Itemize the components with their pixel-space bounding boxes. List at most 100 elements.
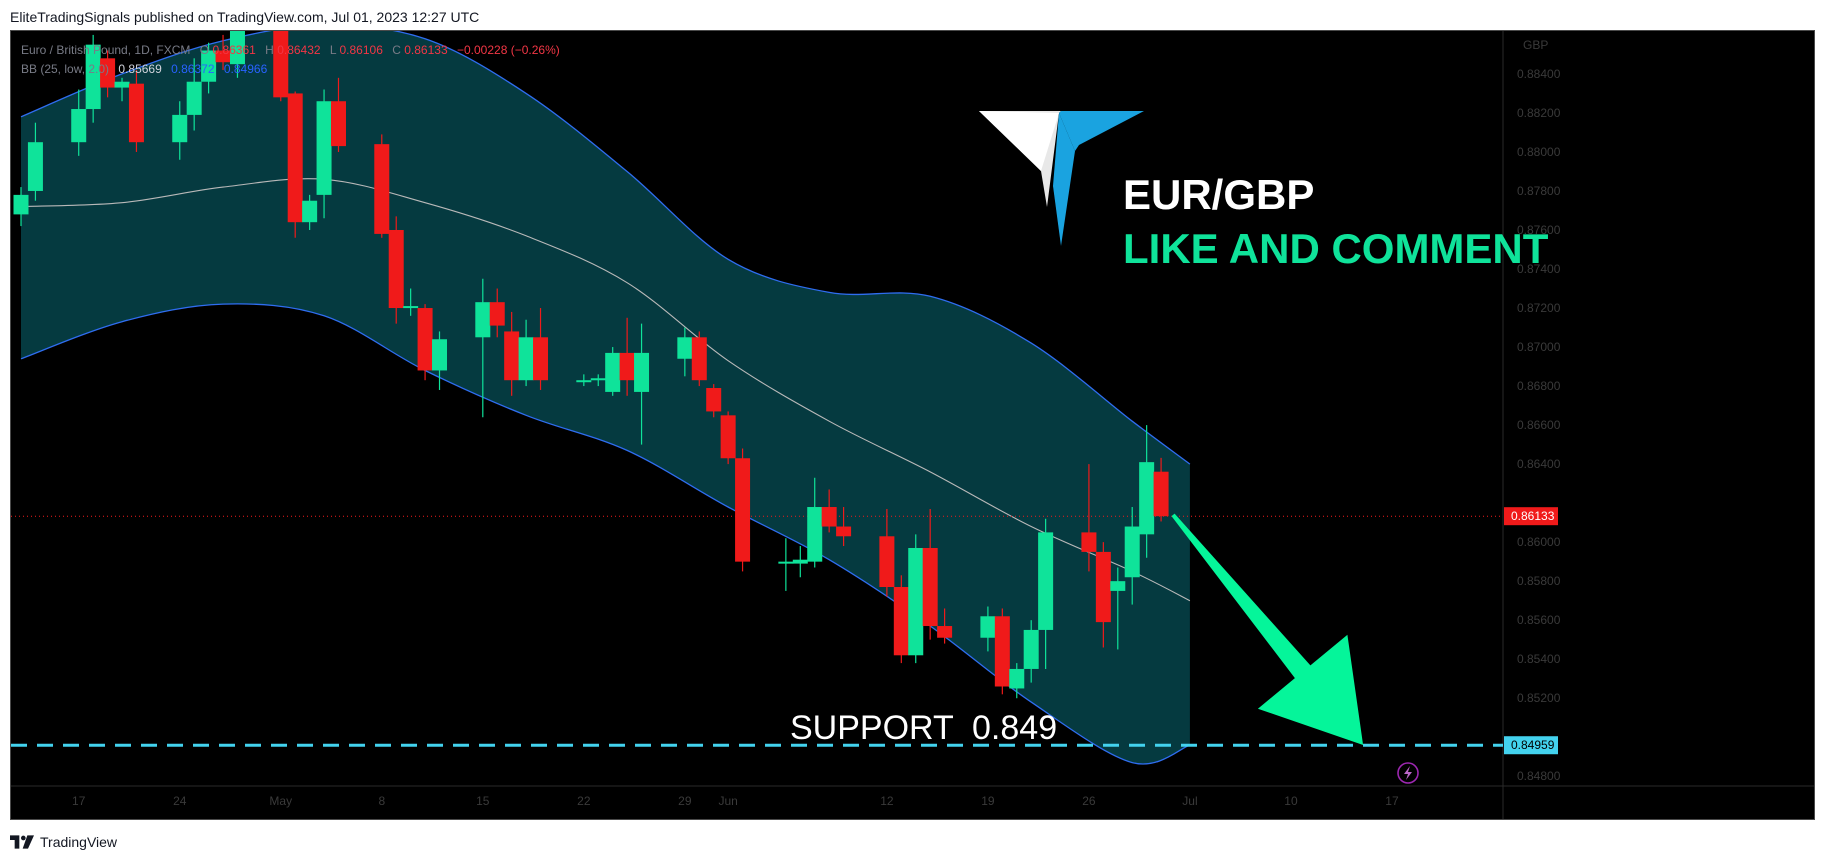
candle[interactable] bbox=[735, 448, 751, 572]
candle-body bbox=[1081, 532, 1097, 552]
candle-body bbox=[100, 58, 116, 88]
candlestick-chart[interactable]: GBP 0.84800 0.85200 0.85400 0.85600 0.85800 0.… bbox=[11, 31, 1814, 819]
candle[interactable] bbox=[518, 319, 534, 387]
candle[interactable] bbox=[1139, 425, 1155, 558]
candle[interactable] bbox=[691, 331, 707, 387]
time-axis-tick: May bbox=[269, 794, 292, 808]
candle-body bbox=[518, 337, 534, 381]
candle[interactable] bbox=[374, 134, 390, 238]
legend-high-value: 0.86432 bbox=[277, 43, 321, 57]
bollinger-lower-line bbox=[20, 303, 1191, 765]
candle[interactable] bbox=[201, 42, 217, 94]
candle[interactable] bbox=[1038, 518, 1054, 669]
candle-body bbox=[922, 547, 938, 627]
chart-panel[interactable]: GBP 0.84800 0.85200 0.85400 0.85600 0.85800 0.… bbox=[10, 30, 1815, 820]
legend-high-label: H bbox=[265, 43, 274, 57]
candle[interactable] bbox=[1081, 464, 1097, 572]
candle[interactable] bbox=[13, 187, 29, 227]
legend-symbol: Euro / British Pound, 1D, FXCM bbox=[21, 43, 191, 57]
candle[interactable] bbox=[489, 288, 505, 338]
last-price-tag-text: 0.86133 bbox=[1511, 509, 1555, 523]
candle[interactable] bbox=[908, 534, 924, 664]
price-scale-background[interactable] bbox=[1503, 31, 1814, 819]
price-axis-tick: 0.86800 bbox=[1517, 379, 1561, 393]
candle[interactable] bbox=[287, 91, 303, 238]
legend-low-label: L bbox=[329, 43, 337, 57]
price-axis[interactable]: GBP 0.84800 0.85200 0.85400 0.85600 0.85800 0.… bbox=[1504, 38, 1561, 783]
candle[interactable] bbox=[215, 34, 231, 71]
candle[interactable] bbox=[937, 608, 953, 644]
tradingview-logo-icon bbox=[10, 835, 34, 849]
candle[interactable] bbox=[634, 323, 650, 445]
candle-body bbox=[374, 144, 390, 234]
candle[interactable] bbox=[893, 575, 909, 664]
candle[interactable] bbox=[922, 508, 938, 640]
candle[interactable] bbox=[1023, 620, 1039, 683]
candle[interactable] bbox=[590, 374, 606, 387]
candle[interactable] bbox=[71, 89, 87, 156]
time-axis-tick: 15 bbox=[476, 794, 490, 808]
chart-legend[interactable]: Euro / British Pound, 1D, FXCM O 0.86361… bbox=[21, 41, 560, 79]
candle[interactable] bbox=[302, 194, 318, 230]
last-price-tag-background bbox=[1504, 507, 1558, 526]
legend-bb-basis: 0.85669 bbox=[118, 62, 162, 76]
candle[interactable] bbox=[821, 489, 837, 533]
candle[interactable] bbox=[1095, 542, 1111, 648]
candle[interactable] bbox=[836, 507, 852, 547]
time-axis-tick: 22 bbox=[577, 794, 591, 808]
candle-body bbox=[980, 616, 996, 638]
candle[interactable] bbox=[576, 374, 592, 387]
candle[interactable] bbox=[186, 58, 202, 131]
candle[interactable] bbox=[533, 308, 549, 390]
candle[interactable] bbox=[475, 278, 491, 418]
candle[interactable] bbox=[619, 317, 635, 396]
candle[interactable] bbox=[720, 411, 736, 465]
candle[interactable] bbox=[432, 331, 448, 390]
candle[interactable] bbox=[879, 508, 895, 597]
candle[interactable] bbox=[114, 77, 130, 102]
candle[interactable] bbox=[100, 50, 116, 98]
candle[interactable] bbox=[388, 216, 404, 324]
footer-brand[interactable]: TradingView bbox=[10, 832, 117, 852]
candle[interactable] bbox=[1124, 507, 1140, 605]
candle[interactable] bbox=[27, 122, 43, 201]
candle[interactable] bbox=[792, 546, 808, 578]
candle[interactable] bbox=[229, 31, 245, 78]
candle-body bbox=[735, 458, 751, 562]
candle[interactable] bbox=[128, 70, 144, 152]
time-axis[interactable]: 17 24 May 8 15 22 29 Jun 12 19 26 Jul 10 17 bbox=[72, 794, 1399, 808]
candle-body bbox=[706, 388, 722, 412]
candle[interactable] bbox=[1153, 457, 1169, 522]
time-axis-tick: 26 bbox=[1082, 794, 1096, 808]
time-axis-tick: 17 bbox=[1385, 794, 1399, 808]
price-axis-tick: 0.87800 bbox=[1517, 184, 1561, 198]
legend-symbol-row[interactable]: Euro / British Pound, 1D, FXCM O 0.86361… bbox=[21, 41, 560, 60]
candles bbox=[13, 31, 1169, 699]
candle[interactable] bbox=[980, 606, 996, 652]
candle[interactable] bbox=[605, 347, 621, 396]
candle[interactable] bbox=[706, 384, 722, 418]
candle[interactable] bbox=[778, 538, 794, 591]
candle[interactable] bbox=[316, 89, 332, 219]
candle-body bbox=[677, 337, 693, 359]
price-axis-tick: 0.88200 bbox=[1517, 106, 1561, 120]
legend-bb-row[interactable]: BB (25, low, 2.0) 0.85669 0.86372 0.8496… bbox=[21, 60, 560, 79]
candle-body bbox=[576, 380, 592, 383]
candle-body bbox=[720, 415, 736, 459]
candle[interactable] bbox=[504, 311, 520, 396]
lightning-bolt-icon[interactable] bbox=[1397, 762, 1419, 784]
candle[interactable] bbox=[807, 477, 823, 568]
candle[interactable] bbox=[85, 34, 101, 123]
elite-trading-signals-logo-icon bbox=[979, 111, 1144, 246]
candle[interactable] bbox=[994, 608, 1010, 695]
candle[interactable] bbox=[1009, 663, 1025, 699]
candle[interactable] bbox=[330, 77, 346, 152]
price-axis-tick: 0.87400 bbox=[1517, 262, 1561, 276]
candle[interactable] bbox=[273, 31, 289, 102]
candle[interactable] bbox=[1110, 567, 1126, 650]
candle[interactable] bbox=[172, 101, 188, 160]
candle[interactable] bbox=[417, 304, 433, 381]
candle-body bbox=[893, 587, 909, 656]
candle[interactable] bbox=[677, 327, 693, 377]
candle[interactable] bbox=[403, 288, 419, 316]
